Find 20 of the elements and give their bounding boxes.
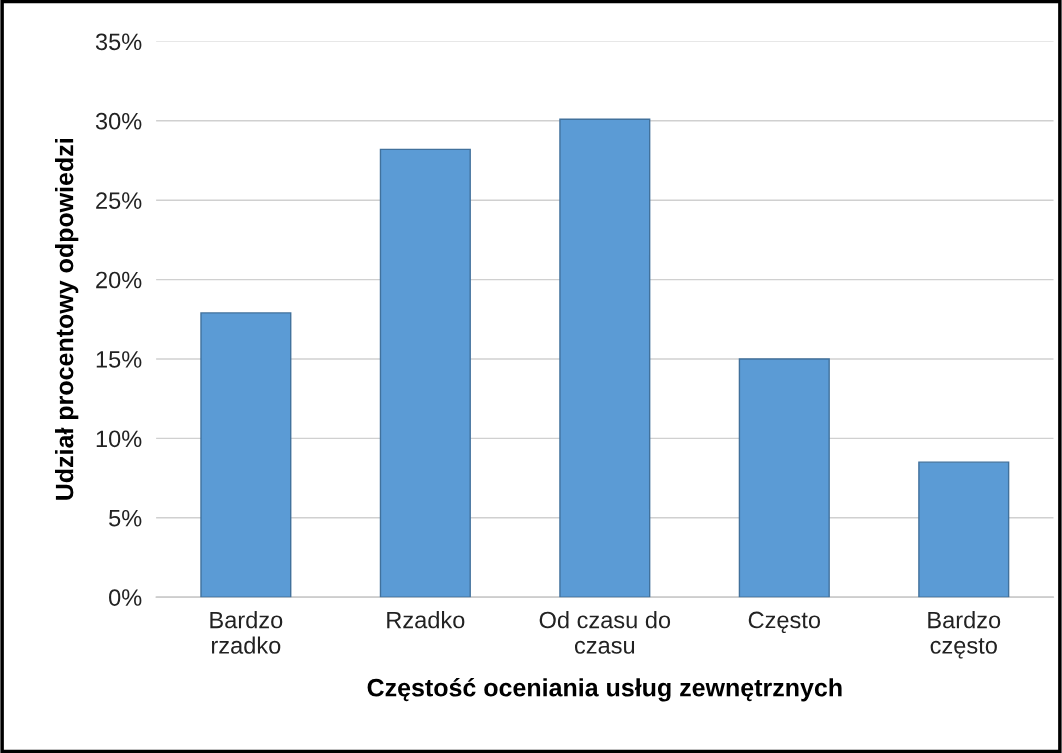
x-tick-label: Często bbox=[748, 611, 821, 634]
bar bbox=[200, 312, 292, 598]
y-tick-label: 15% bbox=[96, 351, 142, 368]
bar bbox=[918, 461, 1010, 598]
y-tick-label: 30% bbox=[95, 112, 142, 130]
bar bbox=[738, 358, 830, 598]
x-tick-label: Bardzo często bbox=[928, 611, 1001, 659]
y-axis-title: Udział procentowy odpowiedzi bbox=[55, 139, 79, 500]
bar bbox=[559, 118, 651, 598]
y-tick-label: 0% bbox=[109, 589, 142, 606]
x-tick-label: Bardzo rzadko bbox=[210, 611, 283, 654]
y-tick-label: 35% bbox=[95, 33, 142, 51]
x-axis-title: Częstość oceniania usług zewnętrznych bbox=[367, 677, 842, 702]
y-tick-label: 10% bbox=[96, 430, 142, 448]
x-tick-label: Od czasu do czasu bbox=[539, 611, 671, 654]
x-tick-label: Rzadko bbox=[387, 611, 465, 629]
y-tick-label: 5% bbox=[109, 509, 142, 527]
y-tick-label: 25% bbox=[96, 192, 142, 209]
bar bbox=[379, 148, 471, 598]
y-tick-label: 20% bbox=[96, 271, 142, 289]
